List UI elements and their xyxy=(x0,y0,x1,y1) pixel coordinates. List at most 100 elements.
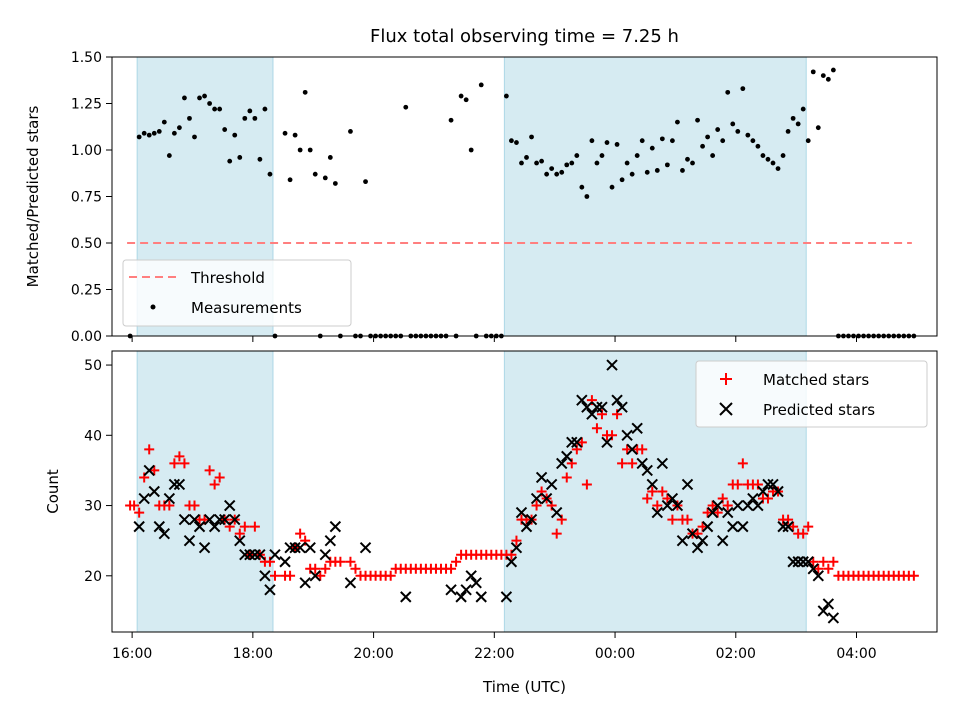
measurements-point xyxy=(458,93,464,99)
measurements-point xyxy=(141,130,147,136)
measurements-point xyxy=(161,119,167,125)
measurements-point xyxy=(207,101,212,106)
top-panel: 0.00 0.25 0.50 0.75 1.00 1.25 1.50 Matched/Pre… xyxy=(24,50,938,345)
predicted-stars-point xyxy=(158,527,171,540)
measurements-point xyxy=(800,106,806,112)
measurements-point xyxy=(554,171,560,177)
predicted-stars-point xyxy=(465,570,477,582)
measurements-point xyxy=(675,119,680,125)
measurements-point xyxy=(589,138,595,144)
measurements-point xyxy=(262,106,268,112)
top-y-tick-label: 0.25 xyxy=(71,283,102,299)
predicted-stars-point xyxy=(234,534,246,547)
matched-stars-point xyxy=(144,444,155,455)
measurements-point xyxy=(785,129,791,134)
matched-stars-point xyxy=(249,521,260,532)
matched-stars-point xyxy=(808,556,819,567)
matched-stars-point xyxy=(591,423,602,434)
measurements-point xyxy=(730,121,736,127)
measurements-point xyxy=(725,89,731,95)
measurements-point xyxy=(403,104,409,110)
predicted-stars-point xyxy=(641,464,653,477)
measurements-point xyxy=(775,166,781,172)
predicted-stars-point xyxy=(460,584,472,596)
predicted-stars-point xyxy=(581,401,593,413)
bottom-legend: Matched stars Predicted stars xyxy=(695,360,928,428)
matched-stars-point xyxy=(652,500,663,511)
predicted-stars-point xyxy=(208,520,221,533)
predicted-stars-point xyxy=(344,577,357,589)
measurements-point xyxy=(166,153,172,158)
measurements-point xyxy=(599,153,605,158)
measurements-point xyxy=(519,160,524,166)
legend-threshold-label: Threshold xyxy=(190,269,265,287)
predicted-stars-point xyxy=(319,549,332,561)
predicted-stars-point xyxy=(193,520,206,533)
matched-stars-point xyxy=(179,458,190,469)
predicted-stars-point xyxy=(545,478,558,491)
predicted-stars-point xyxy=(606,359,618,371)
predicted-stars-point xyxy=(279,556,291,568)
predicted-stars-point xyxy=(676,534,689,547)
matched-stars-point xyxy=(511,535,522,546)
measurements-point xyxy=(564,162,570,168)
predicted-stars-point xyxy=(737,520,749,533)
predicted-stars-series xyxy=(133,359,840,624)
matched-stars-point xyxy=(581,479,592,490)
predicted-stars-point xyxy=(596,401,608,413)
predicted-stars-point xyxy=(626,443,638,456)
predicted-stars-point xyxy=(696,534,709,547)
matched-stars-point xyxy=(531,500,542,511)
matched-stars-point xyxy=(315,570,326,581)
predicted-stars-point xyxy=(198,541,211,554)
predicted-stars-point xyxy=(757,485,769,498)
bottom-x-axis-label: Time (UTC) xyxy=(482,678,566,696)
predicted-stars-point xyxy=(249,549,261,561)
measurements-point xyxy=(659,136,665,142)
matched-stars-point xyxy=(285,570,296,581)
predicted-stars-point xyxy=(566,436,578,449)
matched-stars-series xyxy=(125,395,919,581)
predicted-stars-point xyxy=(520,520,533,533)
matched-stars-point xyxy=(657,486,668,497)
measurements-point xyxy=(463,97,469,103)
matched-stars-point xyxy=(908,570,919,581)
measurements-point xyxy=(770,160,776,166)
measurements-point xyxy=(740,86,746,92)
predicted-stars-point xyxy=(153,520,165,533)
matched-stars-point xyxy=(576,437,587,448)
measurements-point xyxy=(227,158,233,164)
predicted-stars-point xyxy=(651,506,664,519)
measurements-point xyxy=(604,140,610,145)
predicted-stars-point xyxy=(561,450,573,463)
measurements-point xyxy=(524,155,529,160)
measurements-point xyxy=(700,143,705,149)
legend-matched-label: Matched stars xyxy=(763,371,869,389)
predicted-stars-point xyxy=(259,570,271,582)
measurements-point xyxy=(151,130,157,136)
matched-stars-point xyxy=(647,486,658,497)
measurements-point xyxy=(468,147,474,153)
matched-stars-point xyxy=(551,528,562,539)
predicted-stars-point xyxy=(661,499,674,512)
measurements-point xyxy=(715,127,721,132)
predicted-stars-point xyxy=(445,584,457,596)
measurements-point xyxy=(750,138,756,144)
measurements-point xyxy=(735,129,741,134)
matched-stars-point xyxy=(707,500,718,511)
predicted-stars-point xyxy=(540,492,553,505)
measurements-point xyxy=(297,147,303,153)
matched-stars-point xyxy=(788,521,799,532)
measurements-point xyxy=(805,138,811,144)
predicted-stars-point xyxy=(807,563,819,575)
measurements-point xyxy=(815,125,821,131)
measurements-point xyxy=(559,169,565,175)
measurements-point xyxy=(534,160,539,166)
measurements-point xyxy=(257,156,263,162)
measurements-point xyxy=(247,108,253,114)
bot-shaded-interval-1 xyxy=(136,350,274,633)
measurements-point xyxy=(685,156,690,162)
top-y-tick-label: 1.00 xyxy=(71,143,102,159)
measurements-series xyxy=(127,67,917,339)
predicted-stars-point xyxy=(264,584,276,596)
